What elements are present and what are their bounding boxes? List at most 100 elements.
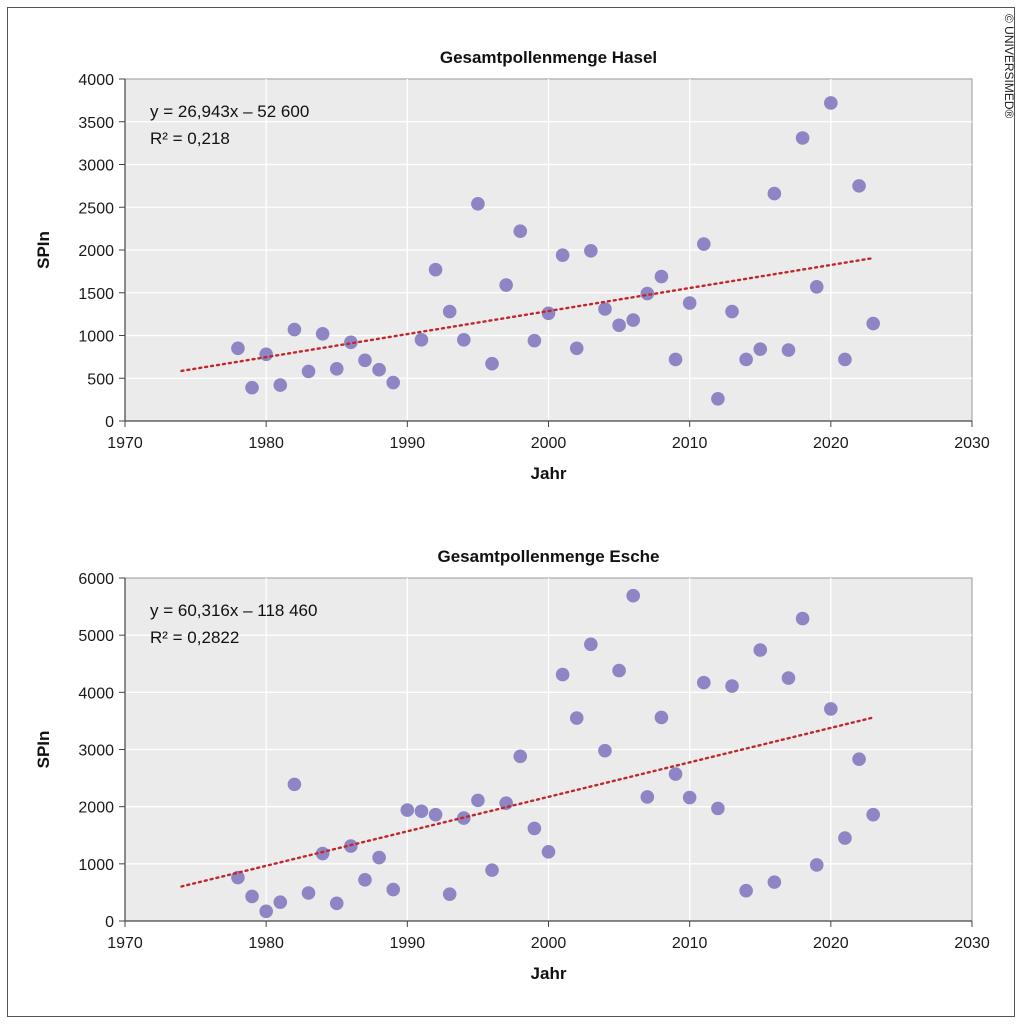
data-point (231, 341, 245, 356)
y-tick-label: 2500 (78, 200, 114, 217)
data-point (640, 286, 655, 301)
y-tick-label: 2000 (78, 243, 114, 260)
data-point (414, 332, 429, 347)
data-point (824, 96, 838, 110)
data-point (781, 343, 796, 357)
data-point (598, 302, 612, 316)
data-point (386, 882, 401, 897)
y-tick-label: 500 (87, 371, 114, 388)
data-point (795, 131, 810, 145)
data-point (428, 262, 443, 277)
data-point (400, 803, 415, 817)
data-point (682, 296, 697, 310)
data-point (301, 364, 316, 379)
data-point (795, 611, 810, 626)
data-point (682, 790, 697, 805)
x-tick-label: 1990 (390, 435, 426, 452)
chart-hasel: 0 500 1000 1500 2000 2500 3000 3500 4000 1970 1980… (34, 48, 990, 483)
data-point (584, 244, 598, 258)
data-point (527, 821, 542, 836)
data-point (725, 304, 739, 319)
data-point (499, 278, 513, 292)
data-point (696, 237, 711, 251)
y-tick-label: 0 (105, 914, 114, 931)
data-point (315, 846, 330, 861)
data-point (329, 896, 344, 911)
data-point (626, 313, 640, 327)
y-axis-label: SPIn (34, 231, 53, 269)
x-tick-label: 2000 (531, 435, 567, 452)
x-tick-label: 2010 (672, 935, 708, 952)
y-tick-label: 4000 (78, 72, 114, 89)
y-tick-label: 1500 (78, 286, 114, 303)
x-tick-label: 2000 (531, 935, 567, 952)
data-point (866, 807, 880, 822)
x-tick-label: 2020 (813, 435, 849, 452)
data-point (485, 356, 499, 371)
data-point (414, 804, 429, 819)
data-point (584, 637, 598, 652)
data-point (753, 342, 768, 356)
data-point (569, 341, 584, 356)
data-point (809, 279, 824, 294)
data-point (442, 887, 457, 901)
chart-esche: 0 1000 2000 3000 4000 5000 6000 1970 1980 1990 200… (34, 547, 990, 983)
y-tick-label: 6000 (78, 571, 114, 588)
x-tick-label: 2030 (954, 435, 990, 452)
data-point (739, 883, 753, 898)
data-point (315, 326, 330, 341)
data-point (372, 362, 386, 377)
data-point (358, 873, 372, 887)
data-point (513, 749, 528, 764)
data-point (640, 790, 655, 804)
data-point (245, 889, 259, 904)
data-point (301, 886, 316, 900)
x-axis-label: Jahr (531, 964, 567, 983)
copyright-label: © UNIVERSIMED® (1002, 14, 1016, 119)
x-tick-label: 1970 (107, 435, 143, 452)
x-tick-label: 2010 (672, 435, 708, 452)
trend-r-squared: R² = 0,2822 (150, 628, 239, 647)
trend-equation: y = 60,316x – 118 460 (150, 601, 317, 620)
data-point (273, 895, 288, 909)
data-point (838, 831, 852, 845)
data-point (767, 186, 782, 201)
data-point (428, 807, 443, 822)
data-point (541, 845, 556, 859)
data-point (598, 743, 612, 758)
data-point (273, 378, 288, 392)
data-point (654, 269, 669, 284)
data-point (626, 588, 640, 603)
x-tick-label: 1990 (390, 935, 426, 952)
data-point (344, 335, 358, 350)
data-point (555, 667, 570, 682)
data-point (767, 875, 782, 889)
chart-title: Gesamtpollenmenge Hasel (440, 48, 657, 67)
x-tick-label: 1980 (248, 435, 284, 452)
trend-r-squared: R² = 0,218 (150, 129, 230, 148)
data-point (372, 850, 386, 865)
y-tick-label: 1000 (78, 329, 114, 346)
data-point (358, 353, 372, 368)
x-axis-label: Jahr (531, 464, 567, 483)
y-axis-label: SPIn (34, 731, 53, 769)
x-tick-label: 2020 (813, 935, 849, 952)
x-tick-label: 1970 (107, 935, 143, 952)
data-point (668, 767, 683, 781)
data-point (612, 318, 626, 333)
trend-line (180, 716, 875, 888)
x-tick-label: 2030 (954, 935, 990, 952)
data-point (471, 793, 485, 808)
y-tick-label: 3000 (78, 743, 114, 760)
x-tick-label: 1980 (248, 935, 284, 952)
trend-line (180, 256, 875, 373)
data-point (259, 904, 273, 919)
data-point (809, 858, 824, 872)
data-point (838, 352, 852, 367)
data-point (541, 306, 556, 321)
data-point (259, 347, 273, 362)
data-point (442, 304, 457, 319)
y-tick-label: 1000 (78, 857, 114, 874)
data-point (485, 863, 499, 877)
